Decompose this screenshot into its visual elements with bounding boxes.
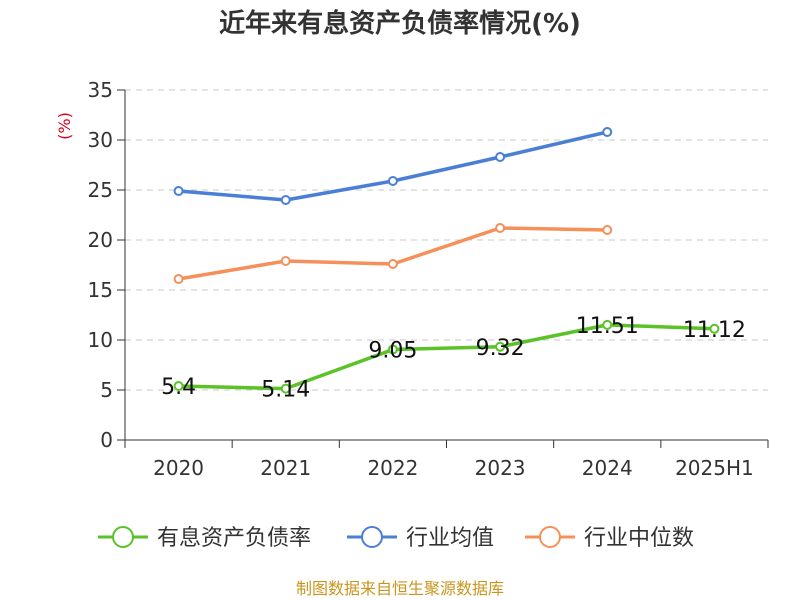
x-tick-label-2021: 2021 (260, 456, 311, 480)
legend-marker-0 (112, 526, 134, 548)
legend: 有息资产负债率 行业均值 行业中位数 (98, 526, 694, 551)
x-tick-label-2023: 2023 (475, 456, 526, 480)
x-tick-label-2024: 2024 (582, 456, 633, 480)
point-2-4 (602, 225, 613, 235)
point-0-3 (495, 341, 506, 352)
point-0-1 (280, 383, 291, 394)
point-1-4 (602, 127, 613, 137)
source-note: 制图数据来自恒生聚源数据库 (296, 579, 504, 598)
x-tick-label-2020: 2020 (153, 456, 204, 480)
grid-lines (125, 89, 768, 391)
y-tick-label-30: 30 (88, 128, 113, 152)
legend-label-2: 行业中位数 (584, 526, 694, 551)
point-2-1 (280, 256, 291, 266)
series-line-0 (176, 323, 717, 391)
point-2-2 (387, 259, 398, 269)
data-label-0: 5.4 (161, 375, 196, 400)
legend-marker-2 (539, 526, 561, 548)
point-1-0 (173, 186, 184, 196)
chart-title: 近年来有息资产负债率情况(%) (219, 8, 581, 39)
y-tick-label-10: 10 (88, 328, 113, 352)
y-tick-label-15: 15 (88, 278, 113, 302)
y-tick-label-35: 35 (88, 78, 113, 102)
data-label-5: 11.12 (683, 318, 746, 343)
axes: 0 5 10 15 20 25 30 35 2020 2021 2022 2023 2024 2025H1 (88, 78, 769, 480)
y-tick-label-25: 25 (88, 178, 113, 202)
y-tick-label-20: 20 (88, 228, 113, 252)
series-group (173, 127, 720, 394)
data-label-4: 11.51 (576, 314, 639, 339)
data-labels: 5.4 5.14 9.05 9.32 11.51 11.12 (161, 314, 746, 403)
point-0-2 (387, 344, 398, 355)
data-label-2: 9.05 (368, 339, 417, 364)
y-tick-label-0: 0 (100, 428, 113, 452)
data-label-1: 5.14 (261, 378, 310, 403)
point-1-1 (280, 195, 291, 205)
point-0-5 (709, 323, 720, 334)
data-label-3: 9.32 (476, 336, 525, 361)
point-1-2 (387, 176, 398, 186)
legend-marker-1 (361, 526, 383, 548)
point-1-3 (495, 152, 506, 162)
y-axis-unit: (%) (55, 112, 74, 140)
point-2-3 (495, 223, 506, 233)
legend-label-1: 行业均值 (406, 526, 494, 551)
y-tick-label-5: 5 (100, 378, 113, 402)
point-2-0 (173, 274, 184, 284)
legend-label-0: 有息资产负债率 (157, 526, 311, 551)
point-0-0 (173, 381, 184, 391)
x-tick-label-2025H1: 2025H1 (675, 456, 754, 480)
x-tick-label-2022: 2022 (367, 456, 418, 480)
point-0-4 (602, 319, 613, 330)
series-line-2 (176, 226, 609, 281)
